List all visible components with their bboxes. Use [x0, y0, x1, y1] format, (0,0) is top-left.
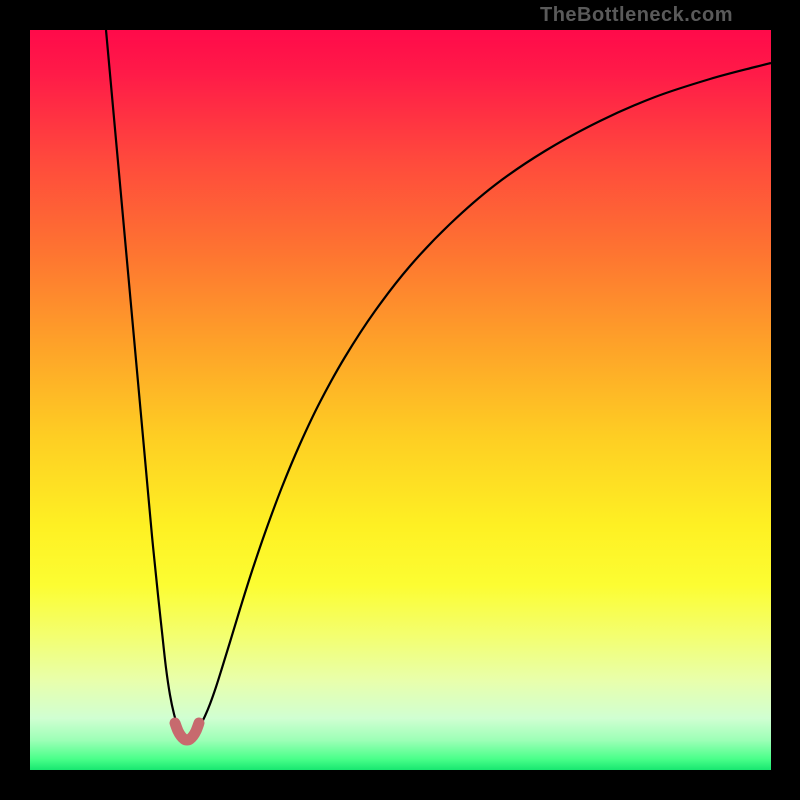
chart-svg	[0, 0, 800, 800]
chart-container: TheBottleneck.com	[0, 0, 800, 800]
plot-background	[30, 30, 771, 770]
watermark-text: TheBottleneck.com	[540, 4, 733, 27]
